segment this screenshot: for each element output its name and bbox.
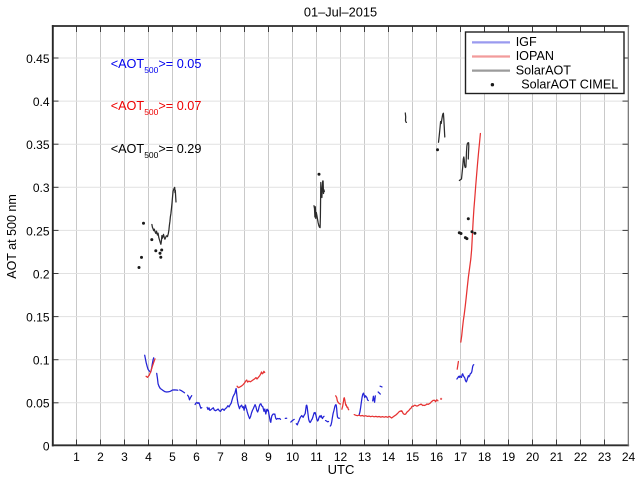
svg-text:SolarAOT: SolarAOT xyxy=(516,63,572,77)
svg-text:5: 5 xyxy=(169,450,176,464)
svg-text:6: 6 xyxy=(193,450,200,464)
svg-text:<AOT500>= 0.29: <AOT500>= 0.29 xyxy=(111,142,202,160)
svg-text:12: 12 xyxy=(334,450,348,464)
svg-text:15: 15 xyxy=(406,450,420,464)
svg-text:8: 8 xyxy=(241,450,248,464)
svg-text:16: 16 xyxy=(430,450,444,464)
svg-text:0.05: 0.05 xyxy=(26,397,50,411)
svg-text:14: 14 xyxy=(382,450,396,464)
svg-text:1: 1 xyxy=(73,450,80,464)
svg-text:13: 13 xyxy=(358,450,372,464)
svg-text:0.45: 0.45 xyxy=(26,52,50,66)
svg-text:0.1: 0.1 xyxy=(33,354,50,368)
svg-text:0.25: 0.25 xyxy=(26,224,50,238)
svg-text:23: 23 xyxy=(598,450,612,464)
svg-text:0.4: 0.4 xyxy=(33,95,50,109)
svg-text:21: 21 xyxy=(550,450,564,464)
svg-text:01–Jul–2015: 01–Jul–2015 xyxy=(304,4,377,19)
svg-text:11: 11 xyxy=(310,450,323,464)
svg-text:10: 10 xyxy=(286,450,300,464)
svg-text:4: 4 xyxy=(145,450,152,464)
svg-text:0.35: 0.35 xyxy=(26,138,50,152)
svg-text:<AOT500>= 0.05: <AOT500>= 0.05 xyxy=(111,57,202,75)
svg-text:0.15: 0.15 xyxy=(26,311,50,325)
svg-text:18: 18 xyxy=(478,450,492,464)
svg-text:17: 17 xyxy=(454,450,468,464)
svg-text:IGF: IGF xyxy=(516,35,537,49)
svg-text:<AOT500>= 0.07: <AOT500>= 0.07 xyxy=(111,99,202,117)
svg-text:19: 19 xyxy=(502,450,516,464)
svg-text:UTC: UTC xyxy=(328,462,355,477)
svg-text:0.3: 0.3 xyxy=(33,181,50,195)
svg-text:0.2: 0.2 xyxy=(33,267,50,281)
svg-text:22: 22 xyxy=(574,450,588,464)
svg-text:IOPAN: IOPAN xyxy=(516,49,554,63)
svg-text:24: 24 xyxy=(622,450,636,464)
svg-text:SolarAOT CIMEL: SolarAOT CIMEL xyxy=(521,78,618,92)
svg-text:2: 2 xyxy=(97,450,104,464)
svg-text:AOT at 500 nm: AOT at 500 nm xyxy=(5,194,19,279)
svg-text:20: 20 xyxy=(526,450,540,464)
svg-text:7: 7 xyxy=(217,450,224,464)
svg-text:9: 9 xyxy=(265,450,272,464)
svg-text:3: 3 xyxy=(121,450,128,464)
svg-text:0: 0 xyxy=(43,439,50,453)
